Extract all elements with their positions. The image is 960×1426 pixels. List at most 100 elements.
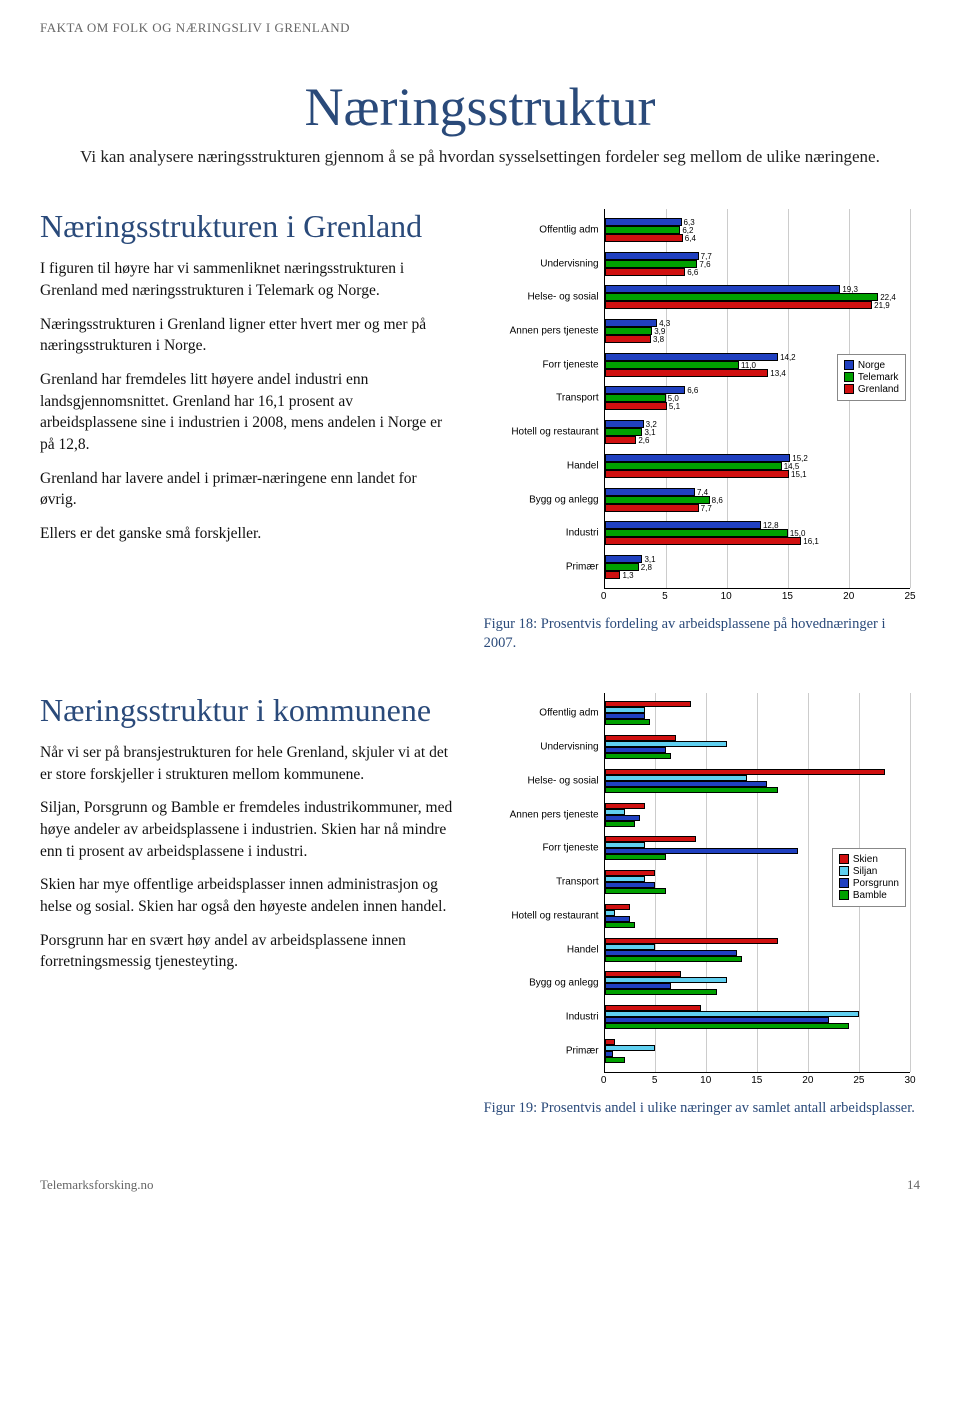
main-title: Næringsstruktur — [40, 76, 920, 138]
chart-value-label: 2,8 — [638, 563, 652, 572]
chart-category-label: Handel — [490, 944, 605, 955]
chart-category-label: Primær — [490, 561, 605, 572]
chart-value-label: 6,6 — [684, 268, 698, 277]
x-tick: 25 — [904, 591, 915, 602]
chart-bar: 11,0 — [605, 361, 739, 369]
paragraph: Siljan, Porsgrunn og Bamble er fremdeles… — [40, 797, 454, 862]
chart2-container: Offentlig admUndervisningHelse- og sosia… — [484, 693, 920, 1118]
page-header: FAKTA OM FOLK OG NÆRINGSLIV I GRENLAND — [40, 20, 920, 36]
chart-bar — [605, 821, 636, 827]
chart-category-label: Primær — [490, 1045, 605, 1056]
x-tick: 10 — [721, 591, 732, 602]
x-tick: 0 — [601, 591, 607, 602]
chart-bar: 6,4 — [605, 234, 683, 242]
legend-label: Norge — [858, 360, 885, 371]
chart-category-label: Forr tjeneste — [490, 359, 605, 370]
chart-category-label: Hotell og restaurant — [490, 427, 605, 438]
chart-bar: 6,6 — [605, 268, 686, 276]
chart-bar: 7,4 — [605, 488, 695, 496]
footer-left: Telemarksforsking.no — [40, 1177, 154, 1193]
paragraph: Ellers er det ganske små forskjeller. — [40, 523, 454, 545]
legend-label: Porsgrunn — [853, 878, 899, 889]
chart-bar: 3,1 — [605, 555, 643, 563]
chart-bar: 3,8 — [605, 335, 651, 343]
chart-bar: 2,6 — [605, 436, 637, 444]
x-tick: 5 — [662, 591, 668, 602]
paragraph: Porsgrunn har en svært høy andel av arbe… — [40, 930, 454, 973]
chart1-container: Offentlig adm6,36,26,4Undervisning7,77,6… — [484, 209, 920, 653]
chart-bar: 15,0 — [605, 529, 788, 537]
chart-category-label: Helse- og sosial — [490, 292, 605, 303]
chart-bar: 13,4 — [605, 369, 769, 377]
chart-category-label: Forr tjeneste — [490, 843, 605, 854]
chart-value-label: 15,1 — [788, 470, 807, 479]
chart-category-label: Bygg og anlegg — [490, 978, 605, 989]
chart-bar: 19,3 — [605, 285, 841, 293]
chart-bar: 6,3 — [605, 218, 682, 226]
paragraph: Når vi ser på bransjestrukturen for hele… — [40, 742, 454, 785]
chart-category-label: Handel — [490, 460, 605, 471]
paragraph: Grenland har fremdeles litt høyere andel… — [40, 369, 454, 456]
x-tick: 5 — [652, 1075, 658, 1086]
chart1-caption: Figur 18: Prosentvis fordeling av arbeid… — [484, 615, 920, 653]
legend-label: Grenland — [858, 384, 899, 395]
chart-bar — [605, 1057, 625, 1063]
chart-bar: 2,8 — [605, 563, 639, 571]
chart-bar: 6,6 — [605, 386, 686, 394]
chart-bar: 7,7 — [605, 504, 699, 512]
chart-bar — [605, 922, 636, 928]
chart-bar: 4,3 — [605, 319, 658, 327]
chart-value-label: 14,2 — [777, 353, 796, 362]
paragraph: Skien har mye offentlige arbeidsplasser … — [40, 874, 454, 917]
chart-value-label: 6,6 — [684, 386, 698, 395]
chart-bar: 8,6 — [605, 496, 710, 504]
chart-bar: 16,1 — [605, 537, 802, 545]
paragraph: I figuren til høyre har vi sammenliknet … — [40, 258, 454, 301]
chart-value-label: 2,6 — [635, 436, 649, 445]
x-tick: 25 — [853, 1075, 864, 1086]
chart-category-label: Hotell og restaurant — [490, 910, 605, 921]
chart2-caption: Figur 19: Prosentvis andel i ulike nærin… — [484, 1099, 920, 1118]
x-tick: 10 — [700, 1075, 711, 1086]
chart-category-label: Annen pers tjeneste — [490, 325, 605, 336]
chart-bar: 7,6 — [605, 260, 698, 268]
chart-bar — [605, 854, 666, 860]
chart-value-label: 6,4 — [682, 234, 696, 243]
chart-category-label: Transport — [490, 393, 605, 404]
chart-category-label: Annen pers tjeneste — [490, 809, 605, 820]
x-tick: 15 — [751, 1075, 762, 1086]
x-tick: 0 — [601, 1075, 607, 1086]
chart-bar: 3,2 — [605, 420, 644, 428]
chart-value-label: 7,6 — [696, 260, 710, 269]
chart-category-label: Industri — [490, 1011, 605, 1022]
x-tick: 20 — [802, 1075, 813, 1086]
legend-label: Skien — [853, 854, 878, 865]
section2-title: Næringsstruktur i kommunene — [40, 693, 454, 728]
chart-bar: 14,2 — [605, 353, 778, 361]
chart-bar: 1,3 — [605, 571, 621, 579]
chart-bar — [605, 888, 666, 894]
x-tick: 15 — [782, 591, 793, 602]
chart-bar — [605, 1023, 849, 1029]
chart-category-label: Undervisning — [490, 742, 605, 753]
legend-label: Siljan — [853, 866, 877, 877]
legend-swatch — [844, 360, 854, 370]
chart-value-label: 3,8 — [650, 335, 664, 344]
chart-value-label: 1,3 — [619, 571, 633, 580]
chart-category-label: Industri — [490, 528, 605, 539]
legend-label: Bamble — [853, 890, 887, 901]
chart-bar — [605, 753, 671, 759]
x-tick: 30 — [904, 1075, 915, 1086]
chart-bar — [605, 989, 717, 995]
paragraph: Grenland har lavere andel i primær-nærin… — [40, 468, 454, 511]
chart-value-label: 13,4 — [767, 369, 786, 378]
chart-category-label: Transport — [490, 877, 605, 888]
paragraph: Næringsstrukturen i Grenland ligner ette… — [40, 314, 454, 357]
chart-legend: NorgeTelemarkGrenland — [837, 354, 906, 401]
chart-bar: 21,9 — [605, 301, 873, 309]
legend-label: Telemark — [858, 372, 899, 383]
chart-category-label: Helse- og sosial — [490, 775, 605, 786]
chart-bar: 7,7 — [605, 252, 699, 260]
intro-text: Vi kan analysere næringsstrukturen gjenn… — [80, 146, 880, 169]
chart-bar: 12,8 — [605, 521, 761, 529]
